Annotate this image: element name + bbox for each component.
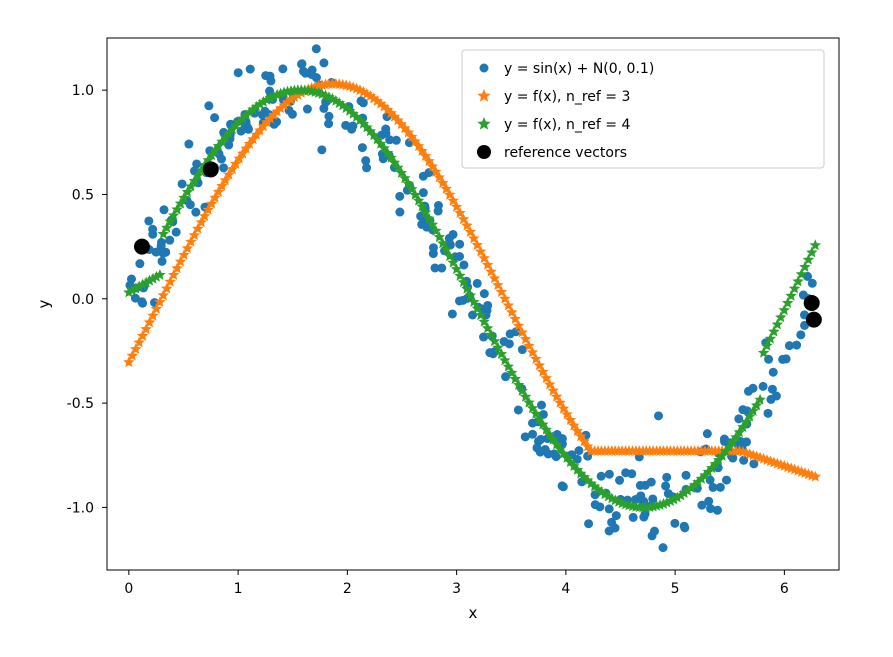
- xtick-label: 1: [234, 581, 243, 597]
- legend-label: y = f(x), n_ref = 3: [504, 89, 630, 105]
- ytick-label: -0.5: [67, 396, 94, 412]
- xtick-label: 0: [124, 581, 133, 597]
- chart-svg: 0 1 2 3 4 5 6 -1.0 -0.5 0.0 0.5 1.0 x y y = sin(x) + N…: [0, 0, 893, 657]
- xtick-label: 6: [780, 581, 789, 597]
- chart-container: 0 1 2 3 4 5 6 -1.0 -0.5 0.0 0.5 1.0 x y y = sin(x) + N…: [0, 0, 893, 657]
- legend-label: y = f(x), n_ref = 4: [504, 117, 630, 133]
- legend-label: y = sin(x) + N(0, 0.1): [504, 61, 654, 77]
- xtick-label: 5: [671, 581, 680, 597]
- x-axis-label: x: [469, 604, 478, 622]
- ytick-label: 1.0: [72, 83, 94, 99]
- ytick-label: 0.0: [72, 292, 94, 308]
- y-axis-label: y: [35, 299, 53, 308]
- xtick-label: 2: [343, 581, 352, 597]
- ytick-label: -1.0: [67, 500, 94, 516]
- ytick-label: 0.5: [72, 187, 94, 203]
- xtick-label: 3: [452, 581, 461, 597]
- xtick-label: 4: [561, 581, 570, 597]
- legend-label: reference vectors: [504, 145, 627, 161]
